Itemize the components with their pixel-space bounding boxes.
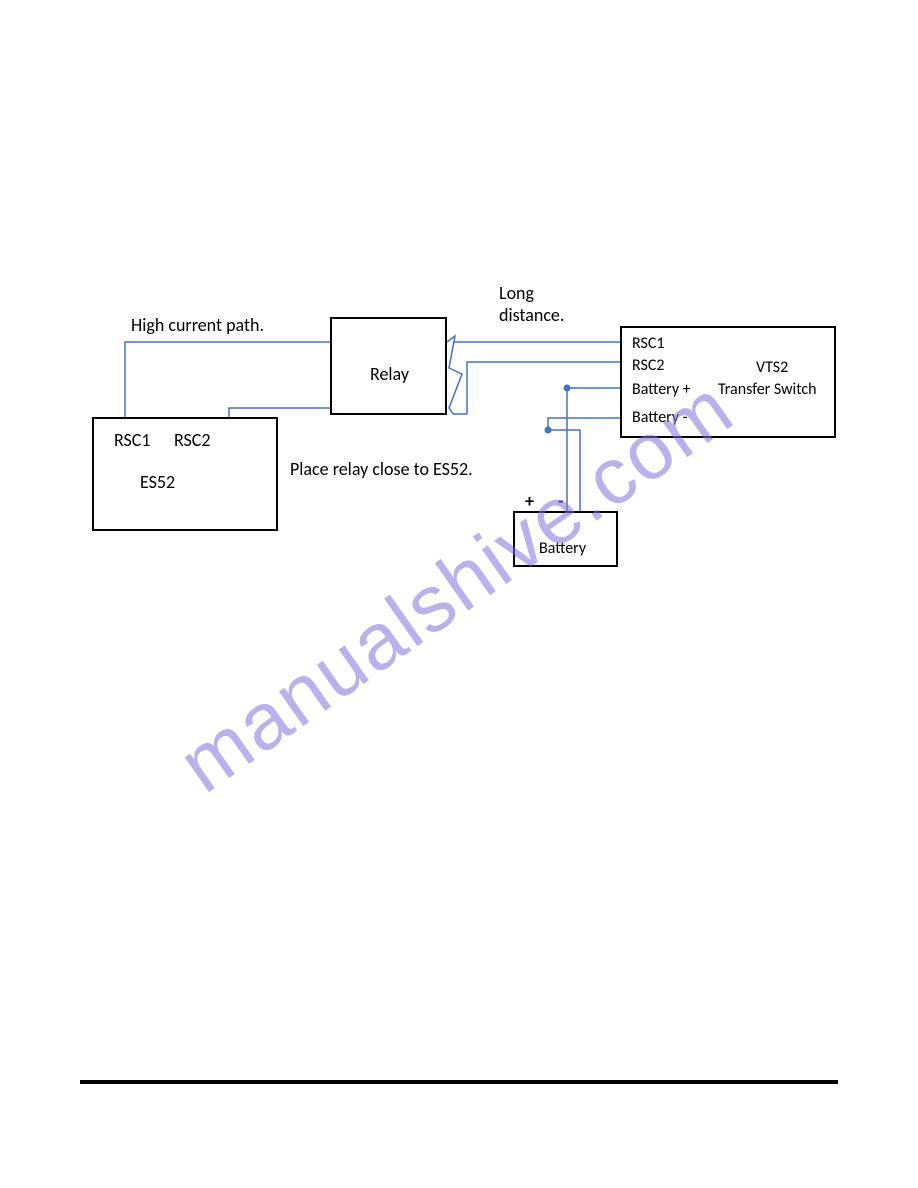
wire-vts-batt-pos-to-battery: [567, 388, 620, 511]
es52-rsc1-label: RSC1: [114, 429, 151, 451]
vts2-name-l2: Transfer Switch: [718, 380, 817, 399]
vts2-rsc2-label: RSC2: [632, 356, 664, 375]
battery-label: Battery: [539, 539, 586, 558]
es52-name-label: ES52: [140, 471, 175, 493]
wiring-layer: [0, 0, 918, 1188]
battery-pos-label: +: [525, 490, 534, 512]
vts2-box: RSC1 RSC2 Battery + Battery - VTS2 Trans…: [620, 326, 836, 438]
relay-box: Relay: [330, 317, 447, 415]
battery-box: Battery: [513, 511, 618, 567]
vts2-rsc1-label: RSC1: [632, 334, 664, 353]
es52-rsc2-label: RSC2: [174, 429, 211, 451]
wire-rsc1-to-relay-top: [125, 342, 330, 417]
vts2-name-l1: VTS2: [756, 358, 788, 377]
long-distance-annotation-l1: Long: [499, 282, 534, 304]
high-current-annotation: High current path.: [131, 314, 264, 336]
diagram-canvas: RSC1 RSC2 ES52 Relay RSC1 RSC2 Battery +…: [0, 0, 918, 1188]
vts2-batt-neg-label: Battery -: [632, 408, 688, 427]
battery-neg-label: -: [558, 490, 564, 512]
junction-dot: [564, 385, 571, 392]
relay-label: Relay: [370, 363, 409, 385]
place-relay-annotation: Place relay close to ES52.: [290, 458, 473, 480]
junction-dot: [545, 427, 552, 434]
wire-zigzag: [447, 336, 462, 414]
es52-box: RSC1 RSC2 ES52: [92, 417, 278, 531]
footer-divider: [80, 1080, 838, 1084]
long-distance-annotation-l2: distance.: [499, 304, 564, 326]
vts2-batt-pos-label: Battery +: [632, 380, 691, 399]
